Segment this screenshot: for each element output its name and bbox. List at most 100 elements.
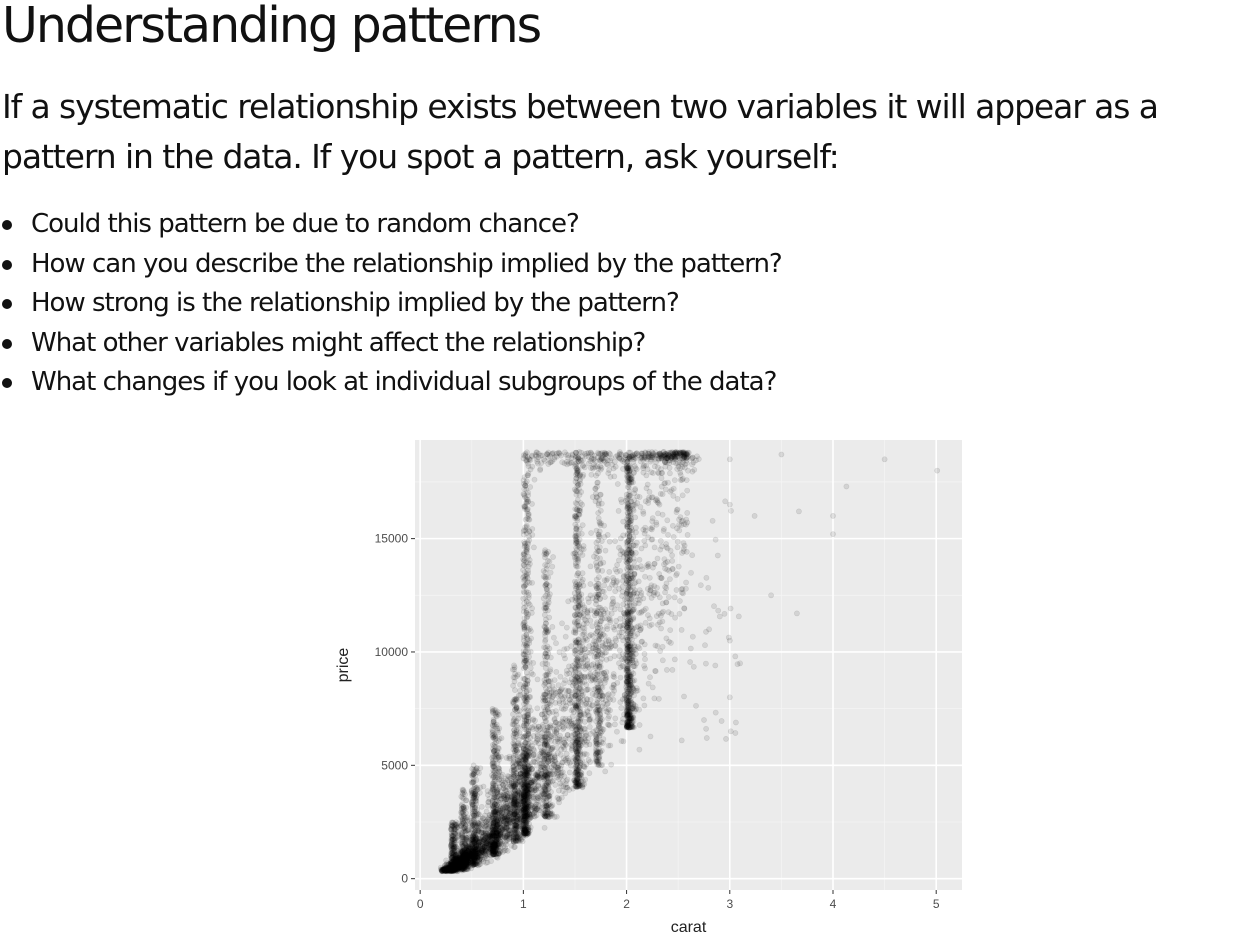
data-point: [474, 764, 480, 771]
data-point: [494, 811, 501, 817]
data-point: [511, 844, 517, 850]
data-point: [463, 859, 470, 866]
data-point: [509, 818, 516, 825]
data-point: [534, 705, 541, 712]
data-point: [487, 846, 494, 852]
data-point: [512, 815, 519, 822]
data-point: [485, 824, 492, 831]
data-point: [455, 854, 462, 861]
data-point: [506, 779, 513, 786]
data-point: [542, 569, 549, 576]
data-point: [459, 854, 465, 861]
data-point: [453, 862, 460, 869]
data-point: [542, 551, 549, 558]
data-point: [453, 866, 460, 872]
list-item: What other variables might affect the re…: [0, 324, 782, 364]
data-point: [474, 853, 480, 859]
data-point: [506, 836, 512, 843]
data-point: [549, 563, 556, 570]
data-point: [441, 865, 448, 872]
data-point: [459, 858, 466, 865]
intro-paragraph: If a systematic relationship exists betw…: [2, 87, 1159, 176]
list-item: What changes if you look at individual s…: [0, 363, 782, 403]
data-point: [518, 781, 525, 787]
data-point: [513, 747, 520, 754]
data-point: [625, 482, 632, 488]
data-point: [494, 709, 501, 715]
data-point: [490, 780, 496, 787]
data-point: [474, 841, 480, 848]
list-item: How can you describe the relationship im…: [0, 245, 783, 285]
data-point: [526, 533, 532, 540]
data-point: [507, 810, 514, 817]
data-point: [474, 861, 480, 868]
data-point: [501, 778, 507, 784]
data-point: [464, 856, 470, 863]
data-point: [483, 844, 490, 850]
data-point: [492, 842, 499, 848]
data-point: [459, 861, 465, 868]
data-point: [525, 570, 532, 576]
data-point: [580, 582, 587, 589]
data-point: [468, 830, 474, 837]
data-point: [636, 556, 643, 563]
data-point: [461, 852, 467, 859]
data-point: [511, 826, 518, 833]
data-point: [510, 838, 517, 845]
data-point: [553, 668, 560, 675]
data-point: [580, 546, 587, 553]
data-point: [510, 823, 516, 830]
data-point: [465, 848, 472, 854]
data-point: [523, 500, 530, 506]
data-points: [437, 448, 941, 875]
data-point: [501, 791, 508, 798]
data-point: [443, 864, 450, 871]
data-point: [493, 838, 500, 844]
data-point: [493, 822, 499, 829]
data-point: [514, 802, 521, 809]
data-point: [481, 836, 487, 843]
data-point: [461, 866, 467, 873]
data-point: [518, 814, 524, 820]
data-point: [513, 760, 519, 767]
data-point: [684, 510, 691, 516]
data-point: [455, 847, 461, 854]
data-point: [547, 678, 554, 684]
data-point: [518, 793, 525, 799]
data-point: [469, 843, 476, 849]
data-point: [463, 804, 470, 811]
data-point: [527, 664, 534, 671]
data-point: [482, 835, 489, 841]
data-point: [504, 833, 511, 840]
data-point: [484, 817, 490, 824]
data-point: [473, 839, 480, 846]
data-point: [523, 614, 530, 621]
data-point: [487, 846, 494, 853]
data-point: [461, 858, 468, 865]
data-point: [484, 859, 491, 866]
data-point: [449, 838, 456, 844]
data-point: [510, 674, 517, 681]
data-point: [514, 818, 520, 825]
data-point: [512, 838, 519, 844]
data-point: [516, 811, 522, 818]
data-point: [491, 843, 497, 850]
data-point: [472, 851, 479, 858]
data-point: [490, 851, 497, 858]
data-point: [494, 818, 500, 825]
data-point: [492, 818, 498, 825]
data-point: [509, 794, 515, 801]
data-point: [521, 705, 527, 712]
data-point: [514, 837, 521, 844]
data-point: [492, 848, 499, 855]
data-point: [462, 864, 469, 870]
data-point: [516, 807, 523, 814]
data-point: [502, 804, 509, 811]
data-point: [499, 816, 506, 823]
data-point: [592, 485, 599, 492]
data-point: [494, 836, 501, 843]
data-point: [458, 859, 464, 866]
data-point: [573, 526, 580, 532]
data-point: [479, 852, 486, 859]
